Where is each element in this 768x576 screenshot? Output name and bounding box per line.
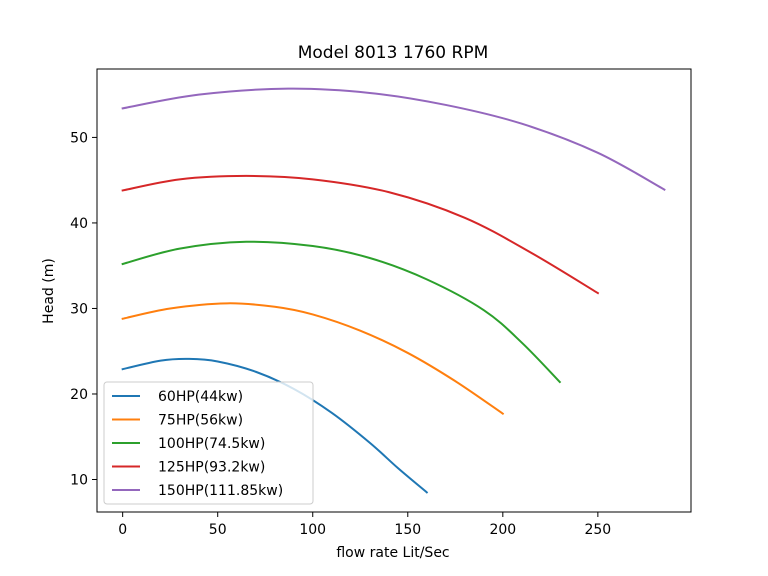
x-tick-label: 0 — [118, 522, 127, 538]
y-tick-label: 10 — [70, 473, 88, 489]
y-tick-label: 50 — [70, 130, 88, 146]
axes-frame — [96, 68, 692, 513]
y-tick-label: 30 — [70, 301, 88, 317]
x-tick-label: 100 — [299, 522, 326, 538]
legend: 60HP(44kw) 75HP(56kw) 100HP(74.5kw) 125HP(9… — [103, 381, 314, 505]
series-line-5 — [121, 87, 666, 191]
series-line-2 — [121, 302, 505, 416]
x-axis-ticks: 0 50 100 150 200 250 — [118, 512, 611, 538]
legend-label-5: 150HP(111.85kw) — [158, 483, 283, 499]
legend-label-3: 100HP(74.5kw) — [158, 436, 265, 452]
series-lines — [121, 87, 666, 494]
x-tick-label: 50 — [209, 522, 227, 538]
x-tick-label: 200 — [489, 522, 516, 538]
legend-box — [103, 381, 314, 505]
x-tick-label: 150 — [394, 522, 421, 538]
series-line-3 — [121, 240, 562, 384]
plot-area — [96, 68, 692, 513]
y-tick-label: 40 — [70, 216, 88, 232]
y-axis-label: Head (m) — [41, 258, 57, 324]
x-axis-label: flow rate Lit/Sec — [336, 545, 449, 561]
legend-label-1: 60HP(44kw) — [158, 389, 243, 405]
series-line-4 — [121, 174, 600, 295]
y-axis-ticks: 10 20 30 40 50 — [70, 130, 97, 489]
y-tick-label: 20 — [70, 387, 88, 403]
series-line-1 — [121, 357, 429, 494]
legend-label-2: 75HP(56kw) — [158, 413, 243, 429]
legend-label-4: 125HP(93.2kw) — [158, 460, 265, 476]
chart-title: Model 8013 1760 RPM — [298, 43, 489, 63]
x-tick-label: 250 — [584, 522, 611, 538]
